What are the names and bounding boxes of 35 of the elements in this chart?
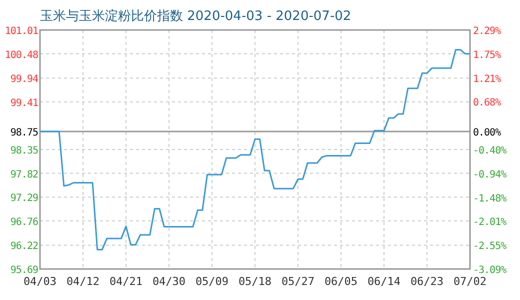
line-series (39, 49, 471, 250)
y-tick-label: 100.48 (4, 50, 38, 61)
x-tick-label: 05/18 (238, 275, 272, 288)
y2-tick-label: -2.55% (473, 241, 507, 252)
y-tick-label: 96.22 (10, 241, 38, 252)
y2-tick-label: 0.68% (473, 98, 502, 109)
y2-tick-label: 0.00% (473, 128, 502, 139)
y-tick-label: 99.94 (10, 74, 38, 86)
x-tick-label: 06/14 (367, 275, 401, 288)
chart-title: 玉米与玉米淀粉比价指数 2020-04-03 - 2020-07-02 (40, 9, 352, 24)
y2-tick-label: -3.09% (473, 265, 507, 276)
x-tick-label: 05/09 (195, 275, 229, 288)
x-tick-label: 04/30 (152, 275, 186, 288)
x-tick-label: 04/21 (109, 275, 143, 288)
y-tick-label: 96.76 (10, 216, 38, 228)
y-tick-label: 98.75 (10, 128, 38, 139)
x-tick-label: 04/03 (23, 275, 57, 288)
y2-tick-label: 2.29% (473, 26, 502, 37)
x-tick-label: 04/12 (66, 275, 100, 288)
y2-tick-label: -2.01% (473, 217, 507, 228)
y-tick-label: 98.35 (10, 146, 38, 156)
y-tick-label: 97.29 (10, 193, 38, 204)
x-tick-label: 06/23 (410, 275, 444, 288)
y2-tick-label: 1.21% (473, 74, 502, 85)
y2-tick-label: -1.48% (473, 193, 507, 204)
x-tick-label: 06/05 (324, 275, 358, 288)
x-tick-label: 05/27 (281, 275, 315, 288)
y-tick-label: 101.01 (4, 26, 38, 37)
y2-tick-label: -0.94% (473, 169, 507, 180)
y-tick-label: 97.82 (10, 169, 38, 180)
y-tick-label: 95.69 (10, 265, 38, 276)
y-tick-label: 99.41 (10, 98, 38, 109)
y2-tick-label: 1.75% (473, 50, 502, 61)
x-tick-label: 07/02 (453, 275, 487, 288)
y2-tick-label: -0.40% (473, 146, 507, 156)
